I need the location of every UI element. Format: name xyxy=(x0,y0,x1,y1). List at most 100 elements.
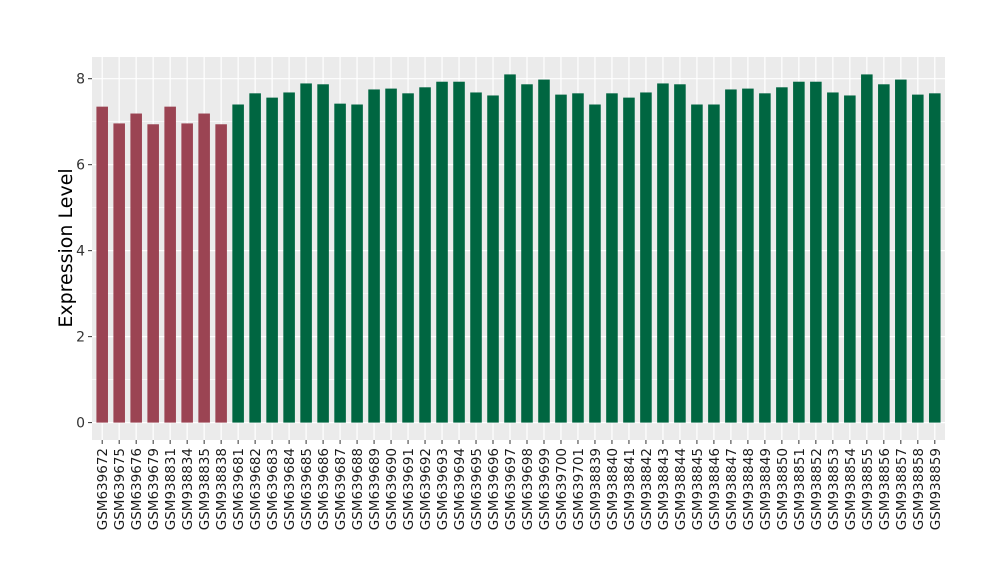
y-tick-label: 4 xyxy=(76,244,85,260)
bar-GSM938852 xyxy=(810,81,822,423)
x-tick-label: GSM938851 xyxy=(792,448,808,530)
x-tick-label: GSM639694 xyxy=(452,448,468,530)
bar-GSM938848 xyxy=(742,88,754,423)
bar-GSM938859 xyxy=(929,93,941,423)
bar-GSM639676 xyxy=(130,113,142,423)
bar-GSM938854 xyxy=(844,95,856,423)
x-tick-label: GSM639701 xyxy=(571,448,587,530)
bar-GSM938846 xyxy=(708,104,720,423)
x-tick-label: GSM639699 xyxy=(537,448,553,530)
x-tick-label: GSM938857 xyxy=(894,448,910,530)
bar-GSM639687 xyxy=(334,103,346,423)
bar-GSM938856 xyxy=(878,84,890,423)
x-tick-label: GSM938847 xyxy=(724,448,740,530)
x-tick-label: GSM938845 xyxy=(690,448,706,530)
x-tick-label: GSM938841 xyxy=(622,448,638,530)
x-tick-label: GSM938848 xyxy=(741,448,757,530)
x-tick-label: GSM938855 xyxy=(860,448,876,530)
bar-GSM938853 xyxy=(827,92,839,423)
x-tick-label: GSM938835 xyxy=(197,448,213,530)
bar-GSM938839 xyxy=(589,104,601,423)
bar-GSM639682 xyxy=(249,93,261,423)
x-tick-label: GSM938838 xyxy=(214,448,230,530)
bar-GSM639696 xyxy=(487,95,499,423)
x-tick-label: GSM938842 xyxy=(639,448,655,530)
bar-GSM639679 xyxy=(147,124,159,423)
x-tick-label: GSM938853 xyxy=(826,448,842,530)
x-tick-label: GSM639687 xyxy=(333,448,349,530)
bar-GSM639685 xyxy=(300,83,312,423)
x-tick-label: GSM938859 xyxy=(928,448,944,530)
bar-GSM938850 xyxy=(776,87,788,423)
bar-GSM639681 xyxy=(232,104,244,423)
x-tick-label: GSM938840 xyxy=(605,448,621,530)
bar-GSM639689 xyxy=(368,89,380,423)
bar-GSM938844 xyxy=(674,84,686,423)
x-tick-label: GSM639681 xyxy=(231,448,247,530)
bar-GSM639684 xyxy=(283,92,295,423)
x-tick-label: GSM639675 xyxy=(112,448,128,530)
bar-GSM938840 xyxy=(606,93,618,423)
bar-GSM639701 xyxy=(572,93,584,423)
x-tick-label: GSM639690 xyxy=(384,448,400,530)
x-tick-label: GSM639692 xyxy=(418,448,434,530)
bar-GSM938851 xyxy=(793,81,805,423)
x-tick-label: GSM639676 xyxy=(129,448,145,530)
y-tick-label: 6 xyxy=(76,158,85,174)
x-tick-label: GSM938858 xyxy=(911,448,927,530)
x-tick-label: GSM639672 xyxy=(95,448,111,530)
bar-GSM639693 xyxy=(436,81,448,423)
x-tick-label: GSM639698 xyxy=(520,448,536,530)
bar-GSM639692 xyxy=(419,87,431,423)
bar-GSM938857 xyxy=(895,79,907,423)
x-tick-label: GSM938852 xyxy=(809,448,825,530)
bar-GSM938838 xyxy=(215,124,227,423)
bar-GSM938845 xyxy=(691,104,703,423)
bar-GSM639694 xyxy=(453,81,465,423)
bar-GSM639683 xyxy=(266,97,278,423)
x-tick-label: GSM938854 xyxy=(843,448,859,530)
bar-GSM938834 xyxy=(181,123,193,423)
bar-GSM938858 xyxy=(912,94,924,423)
x-tick-label: GSM639696 xyxy=(486,448,502,530)
bar-GSM938835 xyxy=(198,113,210,423)
bar-GSM639690 xyxy=(385,88,397,423)
x-tick-label: GSM639689 xyxy=(367,448,383,530)
bar-GSM639686 xyxy=(317,84,329,423)
bar-GSM938843 xyxy=(657,83,669,423)
x-tick-label: GSM639685 xyxy=(299,448,315,530)
x-tick-label: GSM639700 xyxy=(554,448,570,530)
x-tick-label: GSM639682 xyxy=(248,448,264,530)
x-tick-label: GSM639686 xyxy=(316,448,332,530)
x-tick-label: GSM639683 xyxy=(265,448,281,530)
y-axis-label: Expression Level xyxy=(55,168,77,327)
x-tick-label: GSM639679 xyxy=(146,448,162,530)
bar-GSM639672 xyxy=(96,106,108,423)
bar-GSM639697 xyxy=(504,74,516,423)
y-axis: 0 2 4 6 8 xyxy=(76,72,92,432)
x-tick-label: GSM938846 xyxy=(707,448,723,530)
bar-GSM938842 xyxy=(640,92,652,423)
x-tick-label: GSM938850 xyxy=(775,448,791,530)
bar-GSM938831 xyxy=(164,106,176,423)
y-tick-label: 2 xyxy=(76,330,85,346)
x-tick-label: GSM639684 xyxy=(282,448,298,530)
bar-GSM639691 xyxy=(402,93,414,423)
x-tick-label: GSM938843 xyxy=(656,448,672,530)
x-tick-label: GSM639693 xyxy=(435,448,451,530)
bar-GSM938855 xyxy=(861,74,873,423)
x-tick-label: GSM938839 xyxy=(588,448,604,530)
bar-GSM938849 xyxy=(759,93,771,423)
x-tick-label: GSM938834 xyxy=(180,448,196,530)
x-tick-label: GSM639695 xyxy=(469,448,485,530)
x-tick-label: GSM938831 xyxy=(163,448,179,530)
bar-GSM639688 xyxy=(351,104,363,423)
x-tick-label: GSM639688 xyxy=(350,448,366,530)
x-tick-label: GSM938849 xyxy=(758,448,774,530)
x-tick-label: GSM938844 xyxy=(673,448,689,530)
bar-GSM938841 xyxy=(623,97,635,423)
bar-GSM639698 xyxy=(521,84,533,423)
x-tick-label: GSM938856 xyxy=(877,448,893,530)
x-axis: GSM639672 GSM639675 GSM639676 GSM639679 GSM9… xyxy=(95,440,944,530)
